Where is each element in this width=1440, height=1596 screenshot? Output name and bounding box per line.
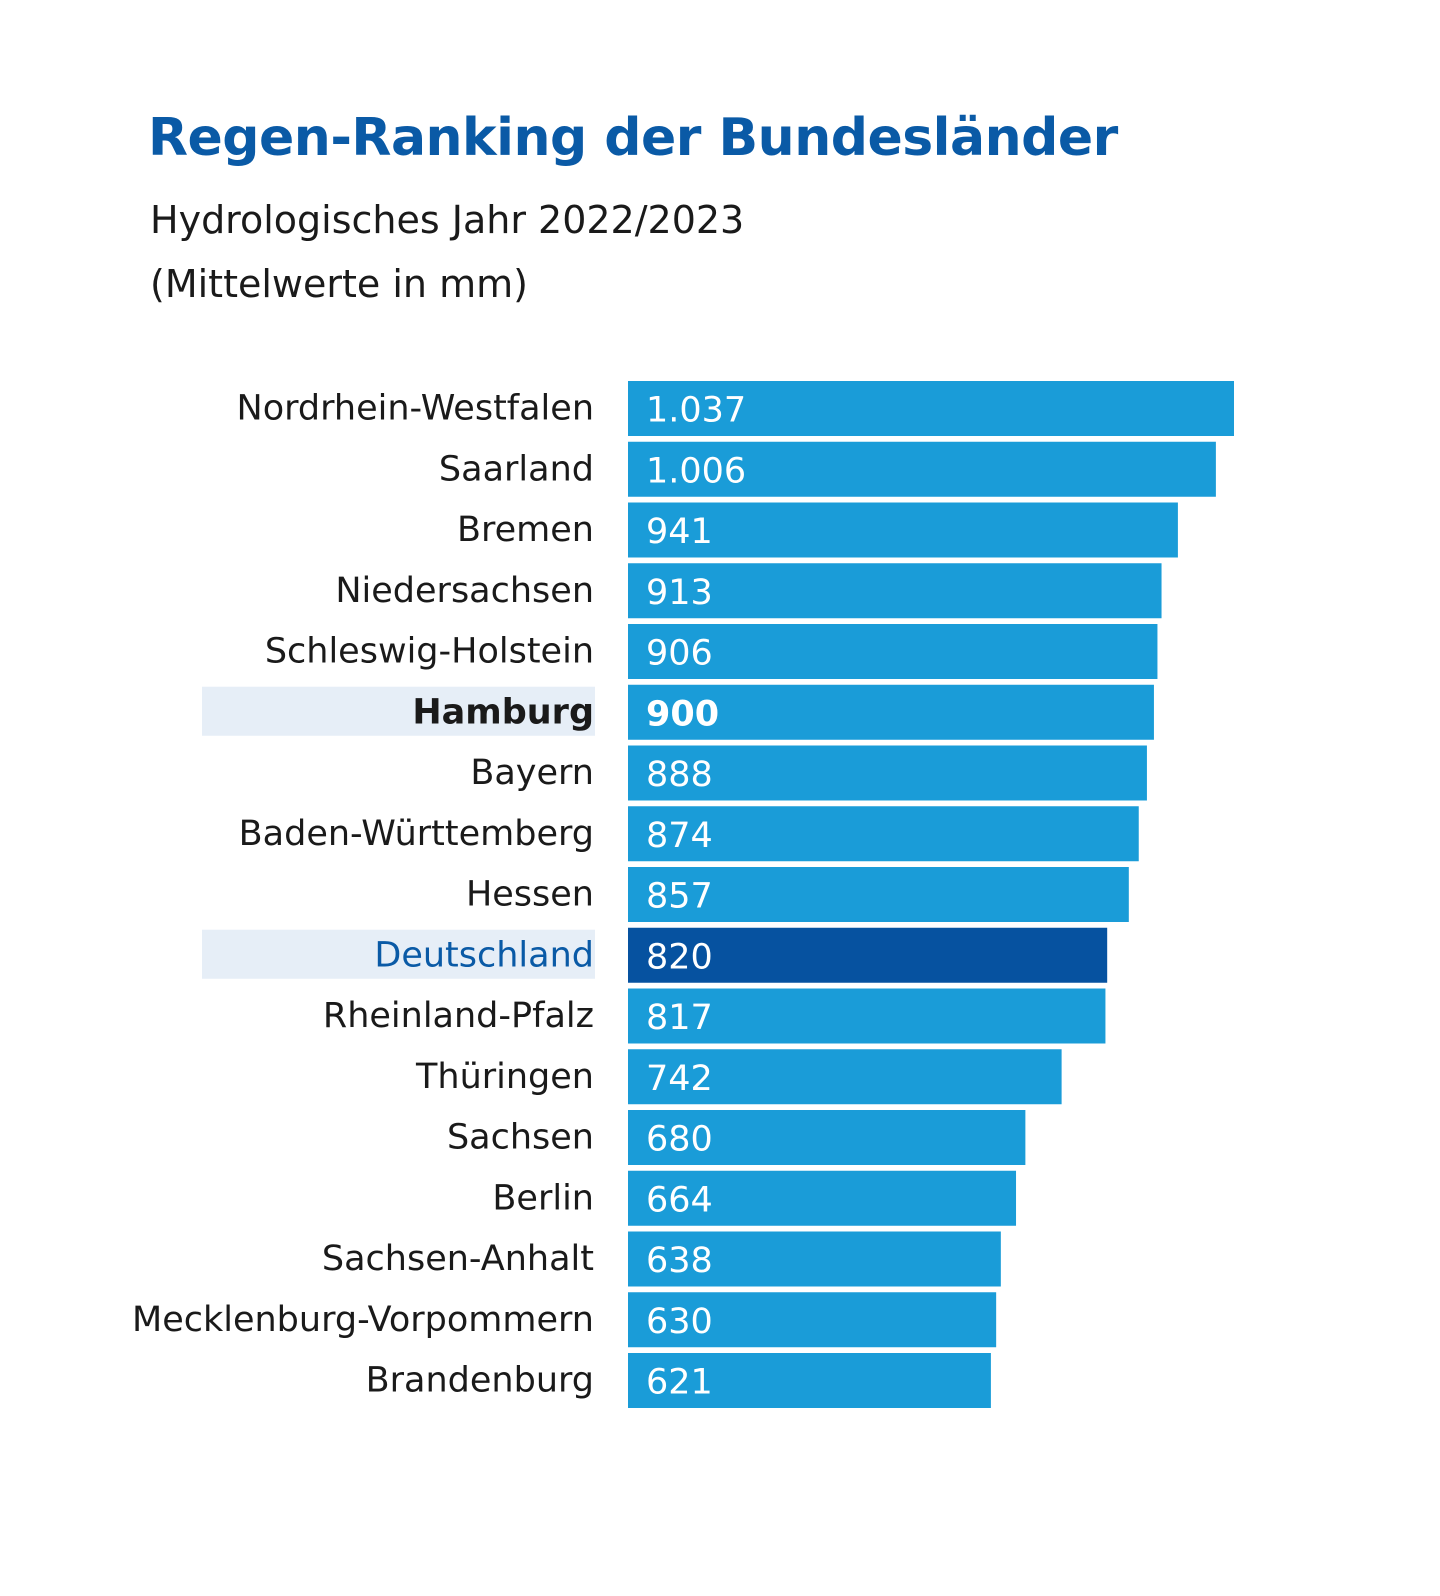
- bar-niedersachsen: [628, 563, 1162, 619]
- label-highlight-hamburg: [202, 686, 595, 736]
- bar-bayern: [628, 745, 1147, 801]
- bar-sachsen-anhalt: [628, 1231, 1001, 1287]
- value-label-baden-wuerttemberg: 874: [646, 816, 713, 856]
- bar-mecklenburg-vorpommern: [628, 1292, 997, 1348]
- bar-schleswig-holstein: [628, 624, 1158, 679]
- value-label-thueringen: 742: [646, 1059, 713, 1099]
- value-label-rheinland-pfalz: 817: [646, 998, 713, 1038]
- value-label-nordrhein-westfalen: 1.037: [646, 391, 746, 431]
- category-label-bayern: Bayern: [470, 753, 594, 793]
- value-label-niedersachsen: 913: [646, 573, 713, 613]
- category-label-thueringen: Thüringen: [415, 1057, 594, 1097]
- category-label-nordrhein-westfalen: Nordrhein-Westfalen: [237, 389, 594, 429]
- bar-bremen: [628, 502, 1178, 558]
- chart-subtitle-line-1: Hydrologisches Jahr 2022/2023: [150, 198, 745, 242]
- bar-deutschland: [628, 927, 1108, 983]
- value-label-deutschland: 820: [646, 937, 713, 977]
- value-label-bremen: 941: [646, 512, 713, 552]
- value-label-mecklenburg-vorpommern: 630: [646, 1302, 713, 1342]
- value-label-brandenburg: 621: [646, 1363, 713, 1403]
- category-label-brandenburg: Brandenburg: [366, 1361, 594, 1401]
- bar-nordrhein-westfalen: [628, 381, 1234, 436]
- value-label-saarland: 1.006: [646, 451, 746, 491]
- value-label-hamburg: 900: [646, 694, 719, 734]
- chart-title: Regen-Ranking der Bundesländer: [148, 108, 1118, 168]
- label-highlight-deutschland: [202, 929, 595, 979]
- bar-berlin: [628, 1170, 1017, 1226]
- category-label-mecklenburg-vorpommern: Mecklenburg-Vorpommern: [132, 1300, 594, 1340]
- category-label-hessen: Hessen: [466, 875, 594, 915]
- category-label-schleswig-holstein: Schleswig-Holstein: [265, 632, 594, 672]
- bar-rheinland-pfalz: [628, 988, 1106, 1044]
- category-label-rheinland-pfalz: Rheinland-Pfalz: [323, 996, 594, 1036]
- category-label-hamburg: Hamburg: [412, 692, 594, 732]
- category-label-niedersachsen: Niedersachsen: [335, 571, 594, 611]
- category-label-sachsen-anhalt: Sachsen-Anhalt: [322, 1239, 594, 1279]
- category-label-sachsen: Sachsen: [447, 1118, 594, 1158]
- bar-hamburg: [628, 684, 1154, 740]
- category-label-saarland: Saarland: [439, 449, 594, 489]
- bar-baden-wuerttemberg: [628, 806, 1139, 862]
- bar-thueringen: [628, 1049, 1062, 1105]
- chart-subtitle-line-2: (Mittelwerte in mm): [150, 262, 528, 306]
- category-label-bremen: Bremen: [457, 510, 594, 550]
- value-label-schleswig-holstein: 906: [646, 634, 713, 674]
- category-label-baden-wuerttemberg: Baden-Württemberg: [239, 814, 594, 854]
- bar-saarland: [628, 441, 1216, 497]
- value-label-sachsen-anhalt: 638: [646, 1241, 713, 1281]
- bar-hessen: [628, 867, 1129, 922]
- category-label-berlin: Berlin: [492, 1178, 594, 1218]
- value-label-bayern: 888: [646, 755, 713, 795]
- value-label-sachsen: 680: [646, 1120, 713, 1160]
- bar-sachsen: [628, 1110, 1026, 1165]
- bar-brandenburg: [628, 1353, 991, 1408]
- value-label-hessen: 857: [646, 877, 713, 917]
- value-label-berlin: 664: [646, 1180, 713, 1220]
- category-label-deutschland: Deutschland: [374, 935, 594, 975]
